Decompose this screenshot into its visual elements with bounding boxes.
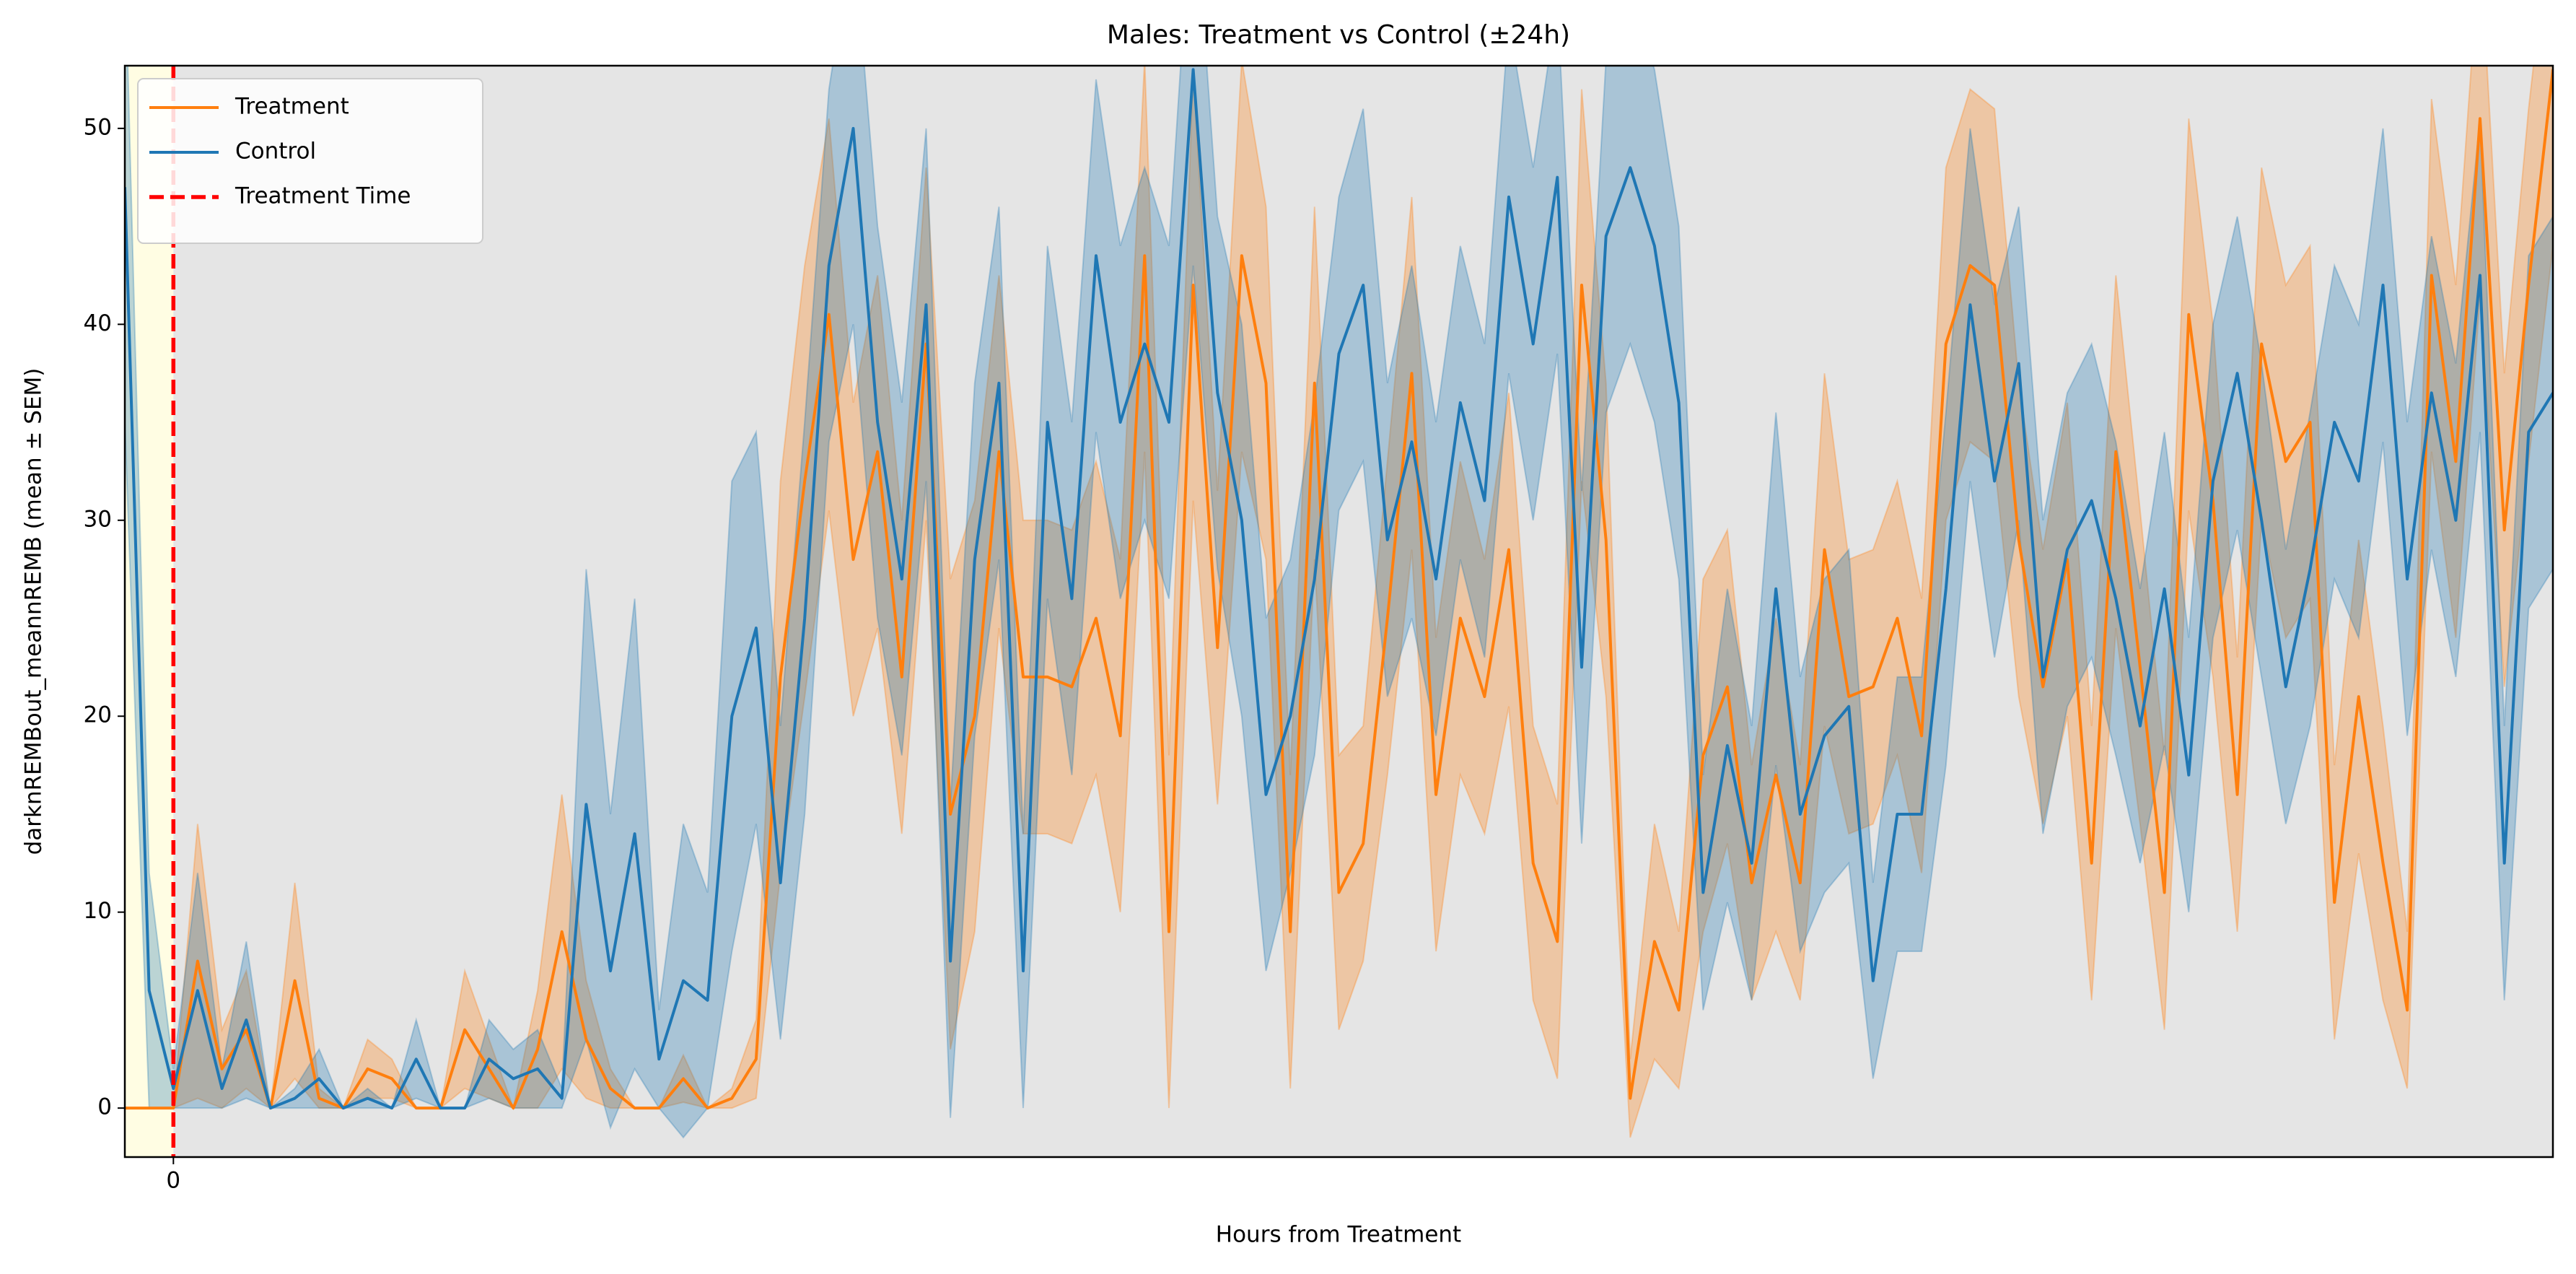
background-spans — [125, 66, 2553, 1157]
shaded-span — [173, 66, 2553, 1157]
legend-label: Treatment Time — [235, 183, 411, 209]
legend-box — [137, 78, 483, 244]
x-tick-label: 0 — [166, 1168, 180, 1194]
y-tick-label: 20 — [84, 702, 112, 728]
x-axis-label: Hours from Treatment — [1216, 1222, 1461, 1248]
y-tick-label: 0 — [97, 1094, 112, 1120]
chart-title: Males: Treatment vs Control (±24h) — [1107, 20, 1570, 50]
series-line — [125, 68, 2553, 1110]
legend-label: Treatment — [235, 94, 349, 120]
axes: 0 10 20 30 40 50 0 — [84, 114, 181, 1193]
y-axis-label: darknREMBout_meannREMB (mean ± SEM) — [21, 368, 47, 855]
plot-frame — [123, 64, 2554, 1159]
sem-band — [125, 66, 2553, 1139]
sem-bands — [125, 66, 2553, 1139]
y-tick-label: 10 — [84, 898, 112, 924]
series-lines — [125, 68, 2553, 1110]
sem-band — [125, 66, 2553, 1138]
y-tick-label: 50 — [84, 114, 112, 140]
y-tick-label: 40 — [84, 310, 112, 336]
y-tick-label: 30 — [84, 506, 112, 532]
series-line — [125, 69, 2553, 1110]
legend-label: Control — [235, 139, 316, 165]
legend: Treatment Control Treatment Time — [137, 78, 483, 244]
